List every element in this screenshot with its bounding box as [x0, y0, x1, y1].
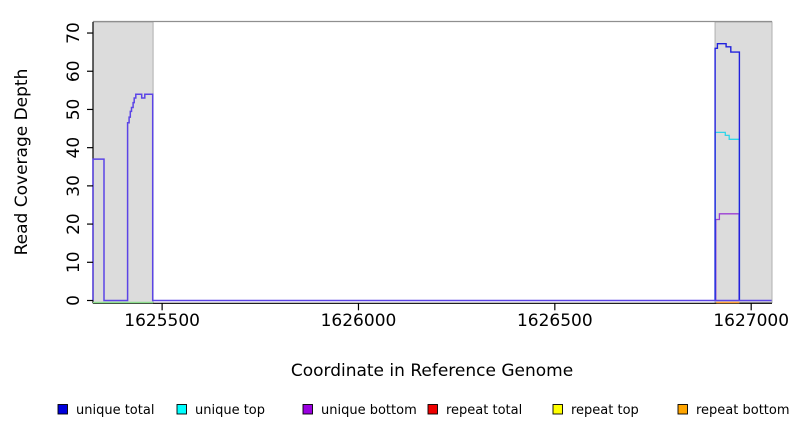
- y-tick-label: 20: [64, 213, 84, 235]
- y-tick-label: 60: [64, 60, 84, 82]
- legend-label-repeat-top: repeat top: [571, 403, 639, 418]
- shaded-region: [714, 21, 773, 303]
- x-tick-label: 1627000: [713, 311, 789, 331]
- legend-group: unique total unique top unique bottom repea…: [57, 403, 790, 418]
- series-unique-total-right: [714, 43, 741, 301]
- shaded-regions-group: [92, 21, 773, 303]
- legend-label-repeat-bottom: repeat bottom: [696, 403, 790, 418]
- legend-swatch-repeat-total: [427, 404, 438, 415]
- legend-label-repeat-total: repeat total: [446, 403, 522, 418]
- y-axis-title: Read Coverage Depth: [12, 69, 32, 256]
- x-axis-title: Coordinate in Reference Genome: [291, 361, 573, 381]
- series-group: [92, 43, 772, 304]
- legend-swatch-unique-total: [57, 404, 68, 415]
- legend-label-unique-top: unique top: [195, 403, 265, 418]
- legend-label-unique-bottom: unique bottom: [321, 403, 417, 418]
- series-unique-total-and-bottom-left-with-baseline: [92, 93, 772, 302]
- y-tick-label: 50: [64, 99, 84, 121]
- x-tick-label: 1625500: [124, 311, 200, 331]
- legend-swatch-repeat-top: [552, 404, 563, 415]
- series-unique-top: [714, 131, 741, 301]
- y-tick-label: 70: [64, 22, 84, 44]
- y-tick-label: 40: [64, 137, 84, 159]
- y-tick-label: 10: [64, 251, 84, 273]
- legend-swatch-unique-top: [176, 404, 187, 415]
- x-tick-label: 1626000: [321, 311, 397, 331]
- y-tick-label: 0: [64, 295, 84, 306]
- legend-swatch-repeat-bottom: [677, 404, 688, 415]
- shaded-region: [92, 21, 154, 303]
- x-axis-group: 1625500 1626000 1626500 1627000: [124, 303, 789, 331]
- legend-swatch-unique-bottom: [302, 404, 313, 415]
- y-tick-label: 30: [64, 175, 84, 197]
- legend-label-unique-total: unique total: [76, 403, 154, 418]
- plot-box-group: [92, 20, 772, 304]
- y-axis-group: 0 10 20 30 40 50 60 70: [64, 22, 93, 306]
- x-tick-label: 1626500: [517, 311, 593, 331]
